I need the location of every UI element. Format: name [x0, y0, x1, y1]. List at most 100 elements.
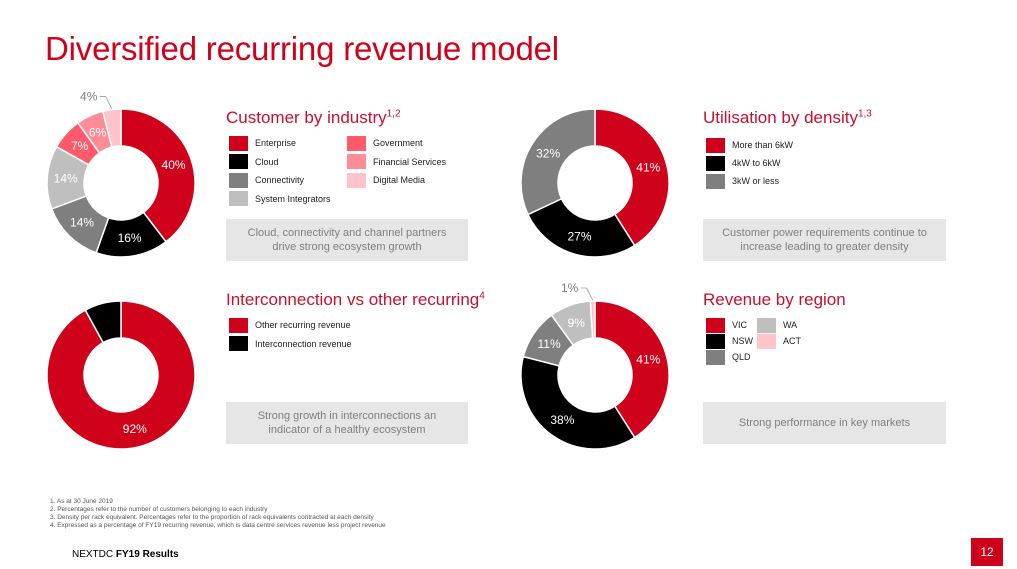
region-data-label-vic: 41% — [636, 353, 660, 367]
page-title: Diversified recurring revenue model — [45, 30, 559, 67]
region-slice-nsw — [520, 355, 636, 450]
density-slice-3kw-or-less — [520, 108, 596, 216]
industry-title-footnote-ref: 1,2 — [386, 108, 401, 120]
interconnection-section-title: Interconnection vs other recurring4 — [226, 290, 485, 310]
industry-title-text: Customer by industry — [226, 108, 387, 127]
page-number: 12 — [971, 538, 1003, 566]
industry-legend-label-digital-media: Digital Media — [373, 175, 426, 185]
industry-data-label-connectivity: 14% — [70, 216, 94, 230]
region-data-label-qld: 11% — [538, 337, 561, 351]
interconnection-legend-item-other-recurring-revenue: Other recurring revenue — [229, 317, 351, 333]
region-slice-act — [589, 300, 596, 339]
region-legend-item-act: ACT — [757, 333, 801, 349]
density-slice-4kw-to-6kw — [527, 197, 636, 258]
interconnection-legend-item-interconnection-revenue: Interconnection revenue — [229, 336, 352, 352]
density-legend-label-more-than-6kw: More than 6kW — [732, 140, 794, 150]
density-legend-swatch-4kw-to-6kw — [706, 155, 725, 171]
industry-data-label-financial-services: 6% — [89, 126, 107, 140]
interconnection-data-label-interconnection-revenue: 8% — [99, 314, 117, 328]
density-section-title: Utilisation by density1,3 — [703, 108, 872, 128]
interconnection-legend-label-interconnection-revenue: Interconnection revenue — [255, 338, 352, 349]
region-legend-swatch-vic — [706, 317, 725, 333]
region-title-text: Revenue by region — [703, 290, 846, 309]
industry-callout: Cloud, connectivity and channel partners… — [226, 219, 468, 261]
industry-legend-label-government: Government — [373, 138, 423, 148]
industry-legend-swatch-connectivity — [229, 172, 248, 188]
interconnection-legend-swatch-interconnection-revenue — [229, 336, 248, 351]
density-legend-swatch-3kw-or-less — [706, 173, 725, 189]
industry-legend-label-financial-services: Financial Services — [373, 156, 447, 167]
interconnection-legend-swatch-other-recurring-revenue — [229, 317, 248, 333]
interconnection-legend-label-other-recurring-revenue: Other recurring revenue — [255, 320, 351, 330]
region-section-title: Revenue by region — [703, 290, 846, 310]
industry-legend-swatch-enterprise — [229, 135, 248, 151]
region-data-label-act: 1% — [561, 281, 579, 295]
region-data-label-nsw: 38% — [550, 413, 574, 427]
industry-leader-digital-media — [99, 96, 113, 109]
interconnection-slice-interconnection-revenue — [84, 300, 122, 344]
industry-legend-swatch-government — [347, 135, 366, 151]
density-legend-label-3kw-or-less: 3kW or less — [732, 176, 780, 186]
interconnection-slice-other-recurring-revenue — [46, 300, 196, 450]
industry-legend-item-enterprise: Enterprise — [229, 135, 296, 151]
industry-data-label-system-integrators: 14% — [54, 172, 78, 186]
region-legend-label-qld: QLD — [732, 352, 751, 362]
industry-legend-swatch-system-integrators — [229, 191, 248, 206]
region-legend-swatch-nsw — [706, 333, 725, 349]
density-legend-item-4kw-to-6kw: 4kW to 6kW — [706, 155, 781, 171]
density-title-text: Utilisation by density — [703, 108, 858, 127]
industry-data-label-government: 7% — [71, 139, 89, 153]
industry-data-label-digital-media: 4% — [80, 90, 98, 104]
region-legend-label-wa: WA — [783, 320, 798, 330]
industry-legend-item-system-integrators: System Integrators — [229, 191, 331, 207]
region-legend-swatch-qld — [706, 349, 725, 365]
industry-data-label-cloud: 16% — [118, 231, 142, 245]
industry-legend-item-government: Government — [347, 135, 423, 151]
density-callout: Customer power requirements continue to … — [703, 219, 946, 261]
region-legend-swatch-act — [757, 333, 776, 349]
industry-slice-enterprise — [120, 108, 196, 243]
brand-footer: NEXTDC FY19 Results — [72, 549, 179, 560]
region-legend-swatch-wa — [757, 317, 776, 333]
footnote-4: 4. Expressed as a percentage of FY19 rec… — [50, 522, 386, 529]
density-title-footnote-ref: 1,3 — [857, 108, 872, 120]
interconnection-data-label-other-recurring-revenue: 92% — [123, 422, 147, 436]
region-data-label-wa: 9% — [568, 316, 586, 330]
region-legend-label-vic: VIC — [732, 320, 748, 330]
industry-legend-label-connectivity: Connectivity — [255, 175, 305, 185]
region-legend-item-vic: VIC — [706, 317, 747, 333]
density-legend-swatch-more-than-6kw — [706, 137, 725, 153]
region-slice-vic — [594, 300, 670, 439]
region-legend-item-nsw: NSW — [706, 333, 753, 349]
industry-data-label-enterprise: 40% — [162, 158, 186, 172]
industry-slice-digital-media — [101, 108, 122, 149]
density-data-label-4kw-to-6kw: 27% — [568, 229, 592, 243]
industry-legend-swatch-cloud — [229, 154, 248, 169]
region-legend-label-nsw: NSW — [732, 336, 753, 346]
industry-section-title: Customer by industry1,2 — [226, 108, 401, 128]
footnotes: 1. As at 30 June 2019 2. Percentages ref… — [50, 498, 386, 530]
industry-legend-label-enterprise: Enterprise — [255, 138, 297, 148]
density-data-label-more-than-6kw: 41% — [636, 161, 660, 175]
region-callout: Strong performance in key markets — [703, 402, 946, 444]
density-legend-label-4kw-to-6kw: 4kW to 6kW — [732, 158, 781, 168]
industry-legend-item-cloud: Cloud — [229, 154, 279, 170]
industry-legend-item-financial-services: Financial Services — [347, 154, 446, 170]
industry-legend-item-digital-media: Digital Media — [347, 172, 425, 188]
industry-legend-item-connectivity: Connectivity — [229, 172, 304, 188]
interconnection-title-footnote-ref: 4 — [479, 290, 485, 302]
industry-legend-swatch-financial-services — [347, 154, 366, 169]
density-slice-more-than-6kw — [594, 108, 670, 247]
region-leader-act — [580, 287, 594, 301]
interconnection-callout: Strong growth in interconnections an ind… — [226, 402, 468, 444]
density-legend-item-more-than-6kw: More than 6kW — [706, 137, 793, 153]
industry-legend-label-system-integrators: System Integrators — [255, 193, 331, 204]
brand-name: NEXTDC — [72, 549, 116, 560]
density-data-label-3kw-or-less: 32% — [536, 146, 560, 160]
interconnection-title-text: Interconnection vs other recurring — [226, 290, 480, 309]
region-legend-label-act: ACT — [783, 336, 801, 346]
